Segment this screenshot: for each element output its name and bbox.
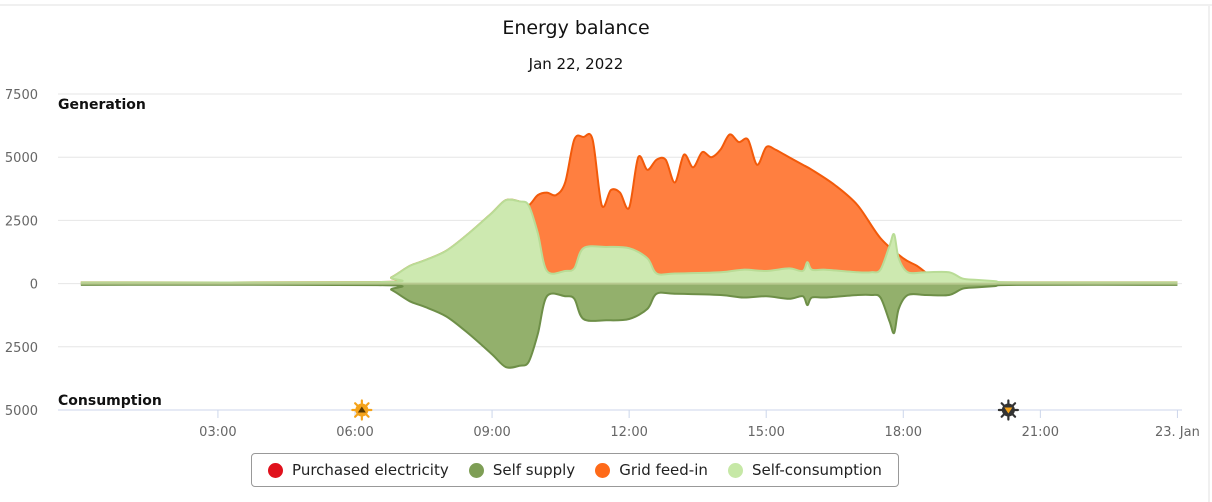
- legend-item-purchased-electricity[interactable]: Purchased electricity: [268, 461, 449, 479]
- y-tick-label: 2500: [5, 341, 38, 356]
- x-tick-label: 12:00: [610, 425, 647, 440]
- x-tick-label: 03:00: [199, 425, 236, 440]
- x-axis: 03:00 06:00 09:00 12:00 15:00 18:00 21:00 23. J…: [58, 409, 1200, 440]
- x-tick-label: 18:00: [885, 425, 922, 440]
- legend-item-self-consumption[interactable]: Self-consumption: [727, 461, 882, 479]
- legend-dot-grid-feed-in: [595, 462, 611, 478]
- legend-label: Self-consumption: [751, 461, 882, 479]
- legend-dot-self-consumption: [727, 462, 743, 478]
- chart-subtitle: Jan 22, 2022: [528, 55, 624, 73]
- x-tick-label: 23. Jan: [1155, 425, 1200, 440]
- legend-label: Self supply: [492, 461, 576, 479]
- sunset-icon: [997, 399, 1019, 421]
- legend-dot-purchased-electricity: [268, 462, 284, 478]
- x-tick-label: 21:00: [1022, 425, 1059, 440]
- line-self-supply: [80, 283, 1178, 369]
- legend-label: Grid feed-in: [619, 461, 708, 479]
- legend-item-grid-feed-in[interactable]: Grid feed-in: [595, 461, 708, 479]
- x-tick-label: 06:00: [336, 425, 373, 440]
- y-tick-label: 2500: [5, 214, 38, 229]
- x-tick-label: 15:00: [747, 425, 784, 440]
- y-tick-label: 5000: [5, 404, 38, 419]
- chart-areas: [80, 132, 1178, 369]
- sunrise-icon: [351, 399, 373, 421]
- legend-item-self-supply[interactable]: Self supply: [468, 461, 576, 479]
- y-tick-label: 7500: [5, 88, 38, 103]
- legend-label: Purchased electricity: [292, 461, 449, 479]
- area-self-supply: [80, 283, 1178, 368]
- y-axis-ticks: 7500 5000 2500 0 2500 5000: [5, 88, 38, 419]
- chart-legend: Purchased electricity Self supply Grid f…: [251, 453, 899, 487]
- top-border: [0, 4, 1212, 6]
- y-tick-label: 0: [30, 278, 38, 293]
- y-tick-label: 5000: [5, 151, 38, 166]
- sun-markers: [351, 399, 1019, 421]
- chart-title: Energy balance: [502, 17, 650, 39]
- legend-dot-self-supply: [468, 462, 484, 478]
- generation-label: Generation: [58, 97, 146, 113]
- x-tick-label: 09:00: [473, 425, 510, 440]
- consumption-label: Consumption: [58, 393, 162, 409]
- line-self-consumption: [80, 198, 1178, 284]
- area-self-consumption: [80, 199, 1178, 284]
- right-border: [1208, 6, 1210, 502]
